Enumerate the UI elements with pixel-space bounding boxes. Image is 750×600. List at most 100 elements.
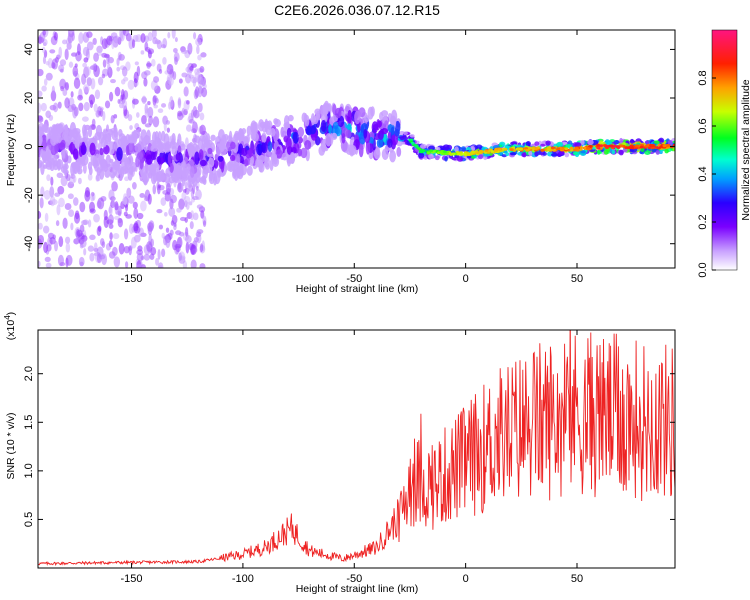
heatmap-core-blob <box>466 152 471 156</box>
heatmap-band-blob <box>171 132 176 146</box>
heatmap-band-blob <box>444 156 448 162</box>
snr-y-scale: (x104) <box>3 312 17 340</box>
heatmap-core-blob <box>442 150 447 154</box>
heatmap-band-blob <box>217 155 224 162</box>
heatmap-noise-blob <box>93 103 98 113</box>
heatmap-core-blob <box>546 148 551 152</box>
heatmap-noise-blob <box>165 227 170 233</box>
heatmap-noise-blob <box>87 245 95 252</box>
heatmap-noise-blob <box>45 72 53 81</box>
heatmap-noise-blob <box>144 123 152 128</box>
heatmap-noise-blob <box>192 212 199 221</box>
heatmap-noise-blob <box>78 32 84 44</box>
heatmap-band-blob <box>207 147 213 155</box>
spectrogram-y-ticks: -40 -20 0 20 40 <box>23 43 675 252</box>
heatmap-core-blob <box>459 151 464 155</box>
heatmap-band-blob <box>611 149 616 155</box>
heatmap-noise-blob <box>136 252 144 262</box>
heatmap-noise-blob <box>136 212 144 220</box>
heatmap-core-blob <box>484 149 489 152</box>
heatmap-band-blob <box>613 140 619 144</box>
heatmap-noise-blob <box>143 195 148 202</box>
heatmap-band-blob <box>596 149 601 155</box>
heatmap-band-blob <box>603 149 609 155</box>
heatmap-noise-blob <box>51 58 58 70</box>
heatmap-band-blob <box>403 131 408 136</box>
heatmap-band-blob <box>306 125 312 136</box>
heatmap-noise-blob <box>101 73 106 79</box>
heatmap-noise-blob <box>173 222 177 227</box>
heatmap-band-blob <box>275 149 283 159</box>
heatmap-band-blob <box>128 143 133 151</box>
heatmap-noise-blob <box>132 181 137 190</box>
heatmap-band-blob <box>322 102 329 116</box>
heatmap-band-blob <box>221 134 227 145</box>
heatmap-band-blob <box>337 115 345 128</box>
heatmap-band-blob <box>274 119 281 128</box>
heatmap-noise-blob <box>53 32 58 41</box>
heatmap-noise-blob <box>169 96 174 108</box>
heatmap-noise-blob <box>38 36 45 44</box>
heatmap-band-blob <box>258 164 263 173</box>
heatmap-band-blob <box>591 146 596 150</box>
heatmap-band-blob <box>80 141 86 156</box>
heatmap-noise-blob <box>197 102 203 113</box>
x-tick-label: -50 <box>346 273 362 285</box>
heatmap-noise-blob <box>109 232 113 241</box>
heatmap-band-blob <box>270 153 278 161</box>
snr-panel: -150 -100 -50 0 50 0.5 1.0 1.5 2.0 Height of st… <box>3 312 676 595</box>
colorbar-gradient <box>712 30 737 270</box>
heatmap-band-blob <box>619 137 623 144</box>
heatmap-band-blob <box>145 154 153 165</box>
heatmap-noise-blob <box>90 78 96 90</box>
heatmap-band-blob <box>261 124 268 133</box>
heatmap-core-blob <box>534 147 539 151</box>
heatmap-band-blob <box>208 171 215 185</box>
heatmap-band-blob <box>142 172 150 184</box>
heatmap-band-blob <box>258 154 266 163</box>
heatmap-band-blob <box>629 138 635 144</box>
colorbar-ticks: 0.0 0.2 0.4 0.6 0.8 <box>697 70 716 278</box>
heatmap-band-blob <box>71 128 78 138</box>
heatmap-noise-blob <box>147 49 152 59</box>
heatmap-noise-blob <box>165 120 171 125</box>
heatmap-noise-blob <box>147 193 152 205</box>
heatmap-noise-blob <box>123 211 128 217</box>
heatmap-noise-blob <box>77 177 82 185</box>
snr-x-label: Height of straight line (km) <box>296 583 419 595</box>
snr-y-scale-base: (x10 <box>5 320 17 341</box>
heatmap-band-blob <box>99 159 103 172</box>
heatmap-noise-blob <box>127 195 135 204</box>
heatmap-noise-blob <box>38 210 42 219</box>
heatmap-noise-blob <box>116 66 121 72</box>
heatmap-core-blob <box>525 149 530 152</box>
heatmap-core-blob <box>497 148 502 151</box>
spectrogram-panel: -150 -100 -50 0 50 -40 -20 0 20 40 Height of str… <box>5 29 676 295</box>
heatmap-noise-blob <box>54 192 61 197</box>
heatmap-noise-blob <box>55 220 60 227</box>
heatmap-noise-blob <box>43 189 51 200</box>
heatmap-band-blob <box>213 158 219 169</box>
heatmap-noise-blob <box>126 187 132 199</box>
heatmap-core-blob <box>451 152 456 156</box>
heatmap-noise-blob <box>112 232 120 240</box>
heatmap-noise-blob <box>178 78 183 84</box>
heatmap-noise-blob <box>81 116 89 122</box>
heatmap-band-blob <box>310 113 316 126</box>
heatmap-band-blob <box>197 166 202 176</box>
heatmap-band-blob <box>281 152 288 161</box>
heatmap-noise-blob <box>148 115 154 126</box>
heatmap-band-blob <box>644 150 651 155</box>
heatmap-band-blob <box>389 150 396 163</box>
heatmap-noise-blob <box>48 114 54 121</box>
snr-x-ticks: -150 -100 -50 0 50 <box>121 330 583 585</box>
heatmap-noise-blob <box>114 86 121 97</box>
heatmap-noise-blob <box>87 219 92 228</box>
heatmap-band-blob <box>653 140 660 144</box>
heatmap-noise-blob <box>40 102 47 112</box>
heatmap-noise-blob <box>38 222 43 230</box>
heatmap-core-blob <box>586 146 591 150</box>
heatmap-noise-blob <box>97 76 104 86</box>
heatmap-band-blob <box>157 170 165 182</box>
heatmap-band-blob <box>72 163 77 174</box>
